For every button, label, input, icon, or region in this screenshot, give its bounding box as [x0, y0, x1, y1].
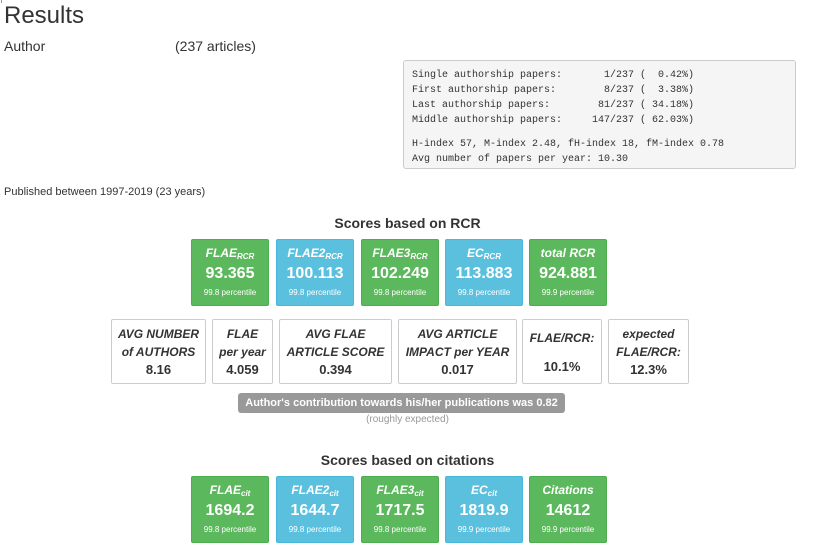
tile-percentile: 99.8 percentile — [288, 288, 342, 297]
tile-percentile: 99.8 percentile — [457, 288, 511, 297]
tile-subscript: RCR — [483, 252, 501, 261]
tile-percentile: 99.8 percentile — [203, 525, 257, 534]
tile-value: 1644.7 — [290, 502, 340, 519]
tile-flae-cit: FLAEcit 1694.2 99.8 percentile — [191, 476, 269, 543]
metric-label-line1: AVG NUMBER — [117, 327, 200, 341]
stats-index-line: H-index 57, M-index 2.48, fH-index 18, f… — [412, 139, 725, 150]
tile-percentile: 99.8 percentile — [288, 525, 342, 534]
metric-expected-flae-rcr: expected FLAE/RCR: 12.3% — [608, 319, 689, 384]
metric-value: 10.1% — [543, 359, 581, 374]
stats-line-single: Single authorship papers: 1/237 ( 0.42%) — [412, 70, 695, 81]
tile-subscript: RCR — [237, 252, 255, 261]
tile-subscript: cit — [241, 489, 251, 498]
metric-label-line2: per year — [219, 345, 266, 359]
tile-value: 102.249 — [371, 265, 429, 282]
authorship-stats-panel: Single authorship papers: 1/237 ( 0.42%)… — [403, 60, 796, 169]
tile-percentile: 99.9 percentile — [457, 525, 511, 534]
tile-flae3-cit: FLAE3cit 1717.5 99.8 percentile — [361, 476, 439, 543]
tile-value: 100.113 — [286, 265, 344, 282]
metric-avg-article-impact: AVG ARTICLE IMPACT per YEAR 0.017 — [398, 319, 517, 384]
metric-flae-per-year: FLAE per year 4.059 — [212, 319, 273, 384]
contribution-badge: Author's contribution towards his/her pu… — [238, 393, 565, 413]
metric-label-line1: FLAE/RCR: — [529, 331, 595, 345]
citation-score-tiles: FLAEcit 1694.2 99.8 percentile FLAE2cit … — [0, 476, 815, 543]
tile-ec-rcr: ECRCR 113.883 99.8 percentile — [445, 239, 523, 306]
metric-value: 4.059 — [226, 362, 259, 377]
tile-label: EC — [466, 246, 484, 260]
page-title: Results — [4, 2, 85, 29]
tile-label: FLAE3 — [372, 246, 411, 260]
tile-subscript: RCR — [410, 252, 428, 261]
metric-flae-rcr-ratio: FLAE/RCR: 10.1% — [522, 319, 602, 384]
metric-value: 8.16 — [145, 362, 172, 377]
tile-value: 1717.5 — [375, 502, 425, 519]
published-range: Published between 1997-2019 (23 years) — [4, 186, 206, 198]
tile-percentile: 99.8 percentile — [203, 288, 257, 297]
tile-label: total RCR — [540, 246, 596, 260]
rcr-section-title: Scores based on RCR — [334, 215, 481, 231]
metric-avg-flae-article-score: AVG FLAE ARTICLE SCORE 0.394 — [279, 319, 392, 384]
tile-value: 1694.2 — [205, 502, 255, 519]
stats-line-last: Last authorship papers: 81/237 ( 34.18%) — [412, 100, 695, 111]
tile-value: 14612 — [545, 502, 591, 519]
tile-label: FLAE — [205, 246, 237, 260]
metric-label-line2: ARTICLE SCORE — [286, 345, 385, 359]
article-count: (237 articles) — [175, 38, 256, 54]
top-edge-marker — [1, 0, 2, 3]
tile-value: 113.883 — [455, 265, 513, 282]
tile-label: FLAE — [209, 483, 241, 497]
metric-avg-authors: AVG NUMBER of AUTHORS 8.16 — [111, 319, 206, 384]
metric-label-line1: AVG ARTICLE — [417, 327, 498, 341]
tile-label: FLAE2 — [287, 246, 326, 260]
tile-label: FLAE2 — [291, 483, 330, 497]
metric-label-line2: FLAE/RCR: — [616, 345, 681, 359]
tile-label: FLAE3 — [376, 483, 415, 497]
tile-value: 93.365 — [205, 265, 255, 282]
metric-value: 12.3% — [630, 362, 667, 377]
tile-flae3-rcr: FLAE3RCR 102.249 99.8 percentile — [361, 239, 439, 306]
citations-section-title: Scores based on citations — [320, 452, 495, 468]
tile-percentile: 99.8 percentile — [373, 525, 427, 534]
metric-label-line1: FLAE — [226, 327, 259, 341]
stats-avg-line: Avg number of papers per year: 10.30 — [412, 154, 629, 165]
tile-value: 924.881 — [539, 265, 597, 282]
stats-line-middle: Middle authorship papers: 147/237 ( 62.0… — [412, 115, 695, 126]
tile-flae-rcr: FLAERCR 93.365 99.8 percentile — [191, 239, 269, 306]
metric-label-line2: IMPACT per YEAR — [405, 345, 510, 359]
contribution-note: (roughly expected) — [366, 414, 449, 425]
rcr-metric-boxes: AVG NUMBER of AUTHORS 8.16 FLAE per year 4… — [0, 319, 815, 386]
tile-label: EC — [470, 483, 488, 497]
author-label: Author — [4, 38, 46, 54]
tile-total-rcr: total RCR 924.881 99.9 percentile — [529, 239, 607, 306]
rcr-score-tiles: FLAERCR 93.365 99.8 percentile FLAE2RCR … — [0, 239, 815, 306]
tile-subscript: RCR — [325, 252, 343, 261]
tile-flae2-rcr: FLAE2RCR 100.113 99.8 percentile — [276, 239, 354, 306]
metric-value: 0.017 — [441, 362, 474, 377]
tile-label: Citations — [542, 483, 594, 497]
tile-subscript: cit — [414, 489, 424, 498]
tile-subscript: cit — [487, 489, 497, 498]
metric-label-line2: of AUTHORS — [121, 345, 196, 359]
stats-line-first: First authorship papers: 8/237 ( 3.38%) — [412, 85, 695, 96]
tile-subscript: cit — [329, 489, 339, 498]
tile-flae2-cit: FLAE2cit 1644.7 99.8 percentile — [276, 476, 354, 543]
tile-percentile: 99.9 percentile — [541, 525, 595, 534]
metric-value: 0.394 — [319, 362, 352, 377]
metric-label-line1: expected — [622, 327, 675, 341]
tile-percentile: 99.9 percentile — [541, 288, 595, 297]
tile-value: 1819.9 — [459, 502, 509, 519]
tile-citations: Citations 14612 99.9 percentile — [529, 476, 607, 543]
metric-label-line1: AVG FLAE — [305, 327, 366, 341]
tile-ec-cit: ECcit 1819.9 99.9 percentile — [445, 476, 523, 543]
tile-percentile: 99.8 percentile — [373, 288, 427, 297]
